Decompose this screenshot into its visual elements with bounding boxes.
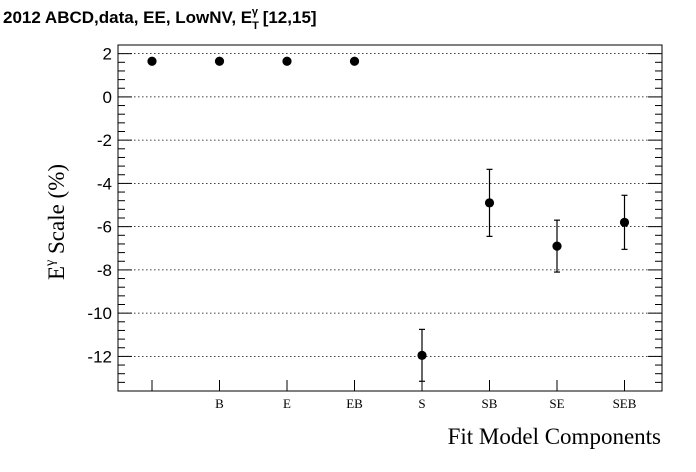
data-point bbox=[349, 56, 360, 66]
chart-title-superscript: γ bbox=[252, 6, 259, 18]
y-tick-label: -8 bbox=[97, 261, 112, 280]
y-axis-label-superscript: γ bbox=[43, 260, 58, 267]
data-point bbox=[619, 217, 630, 227]
x-tick-label: SE bbox=[549, 396, 564, 411]
x-tick-label: SEB bbox=[613, 396, 637, 411]
data-point bbox=[484, 198, 495, 208]
x-axis: B E EB S SB SE SEB bbox=[151, 380, 637, 411]
data-point bbox=[417, 350, 427, 360]
y-tick-label: -4 bbox=[97, 174, 112, 193]
y-axis: 2 0 -2 -4 -6 -8 -10 -12 bbox=[87, 45, 662, 392]
x-axis-label: Fit Model Components bbox=[448, 424, 661, 449]
x-tick-label: E bbox=[283, 396, 291, 411]
y-tick-label: -10 bbox=[87, 304, 112, 323]
chart-title-tail: [12,15] bbox=[258, 8, 317, 27]
data-points bbox=[147, 56, 630, 382]
y-tick-label: 2 bbox=[103, 45, 112, 64]
data-point bbox=[552, 241, 562, 251]
y-axis-label-tail: Scale (%) bbox=[44, 164, 69, 260]
chart-title: 2012 ABCD,data, EE, LowNV, ETγ [12,15] bbox=[3, 6, 317, 32]
x-tick-label: S bbox=[418, 396, 425, 411]
y-tick-label: -6 bbox=[97, 218, 112, 237]
data-point bbox=[214, 56, 225, 66]
data-point bbox=[147, 56, 157, 66]
gridlines bbox=[118, 53, 662, 357]
x-tick-label: B bbox=[215, 396, 224, 411]
x-tick-label: EB bbox=[346, 396, 363, 411]
chart-title-subscript: T bbox=[252, 20, 259, 32]
y-tick-label: -2 bbox=[97, 131, 112, 150]
data-point bbox=[282, 56, 292, 66]
x-tick-label: SB bbox=[482, 396, 498, 411]
y-axis-label-main: E bbox=[44, 266, 69, 280]
y-tick-label: 0 bbox=[103, 88, 112, 107]
y-tick-label: -12 bbox=[87, 347, 112, 366]
y-axis-label: Eγ Scale (%) bbox=[43, 164, 69, 280]
chart-title-main: 2012 ABCD,data, EE, LowNV, E bbox=[3, 8, 252, 27]
